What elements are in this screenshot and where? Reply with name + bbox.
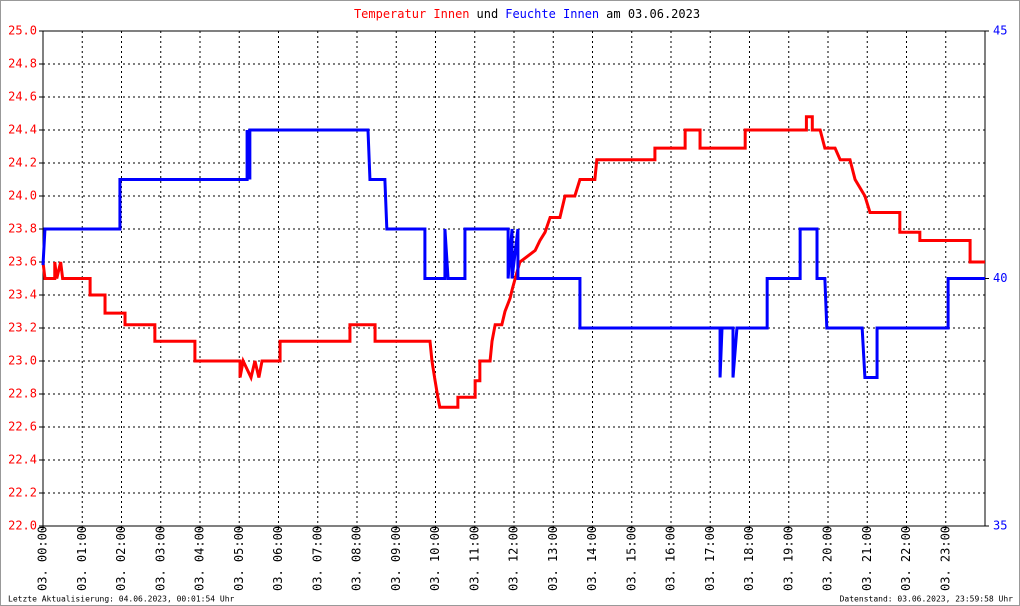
footer-right: Datenstand: 03.06.2023, 23:59:58 Uhr — [840, 595, 1014, 604]
series-line — [41, 115, 985, 409]
y-tick-label: 22.8 — [8, 387, 37, 401]
chart-title: Temperatur Innen und Feuchte Innen am 03.06… — [354, 7, 700, 21]
y-tick-label: 23.2 — [8, 321, 37, 335]
x-tick-label: 03. 14:00 — [585, 526, 599, 591]
y-tick-label: 22.2 — [8, 486, 37, 500]
y-tick-label: 25.0 — [8, 24, 37, 38]
x-tick-label: 03. 05:00 — [232, 526, 246, 591]
y-tick-label: 24.0 — [8, 189, 37, 203]
x-tick-label: 03. 13:00 — [546, 526, 560, 591]
x-tick-label: 03. 22:00 — [899, 526, 913, 591]
title-date: am 03.06.2023 — [606, 7, 700, 21]
x-tick-label: 03. 10:00 — [428, 526, 442, 591]
x-tick-label: 03. 06:00 — [271, 526, 285, 591]
y2-tick-label: 45 — [993, 24, 1007, 38]
x-tick-label: 03. 08:00 — [350, 526, 364, 591]
y-tick-label: 23.6 — [8, 255, 37, 269]
x-tick-label: 03. 03:00 — [153, 526, 167, 591]
x-tick-label: 03. 15:00 — [624, 526, 638, 591]
y-tick-label: 24.4 — [8, 123, 37, 137]
footer-left: Letzte Aktualisierung: 04.06.2023, 00:01… — [8, 595, 235, 604]
title-series-1: Temperatur Innen — [354, 7, 470, 21]
title-series-2: Feuchte Innen — [505, 7, 599, 21]
title-connector: und — [477, 7, 499, 21]
x-tick-label: 03. 00:00 — [36, 526, 50, 591]
x-tick-label: 03. 07:00 — [310, 526, 324, 591]
y2-tick-label: 40 — [993, 271, 1007, 285]
y-tick-label: 23.4 — [8, 288, 37, 302]
x-tick-label: 03. 18:00 — [742, 526, 756, 591]
y-tick-label: 24.6 — [8, 90, 37, 104]
x-tick-label: 03. 19:00 — [781, 526, 795, 591]
y-tick-label: 23.8 — [8, 222, 37, 236]
x-tick-label: 03. 20:00 — [821, 526, 835, 591]
x-tick-label: 03. 04:00 — [193, 526, 207, 591]
y-tick-label: 22.4 — [8, 453, 37, 467]
y-tick-label: 23.0 — [8, 354, 37, 368]
x-tick-label: 03. 11:00 — [467, 526, 481, 591]
x-tick-label: 03. 12:00 — [507, 526, 521, 591]
x-tick-label: 03. 01:00 — [75, 526, 89, 591]
x-tick-label: 03. 17:00 — [703, 526, 717, 591]
x-tick-label: 03. 09:00 — [389, 526, 403, 591]
y-tick-label: 22.6 — [8, 420, 37, 434]
y2-tick-label: 35 — [993, 519, 1007, 533]
y-tick-label: 24.8 — [8, 57, 37, 71]
x-tick-label: 03. 21:00 — [860, 526, 874, 591]
y-tick-label: 22.0 — [8, 519, 37, 533]
x-tick-label: 03. 02:00 — [114, 526, 128, 591]
x-tick-label: 03. 16:00 — [664, 526, 678, 591]
y-tick-label: 24.2 — [8, 156, 37, 170]
x-tick-label: 03. 23:00 — [938, 526, 952, 591]
series-line — [41, 128, 985, 379]
